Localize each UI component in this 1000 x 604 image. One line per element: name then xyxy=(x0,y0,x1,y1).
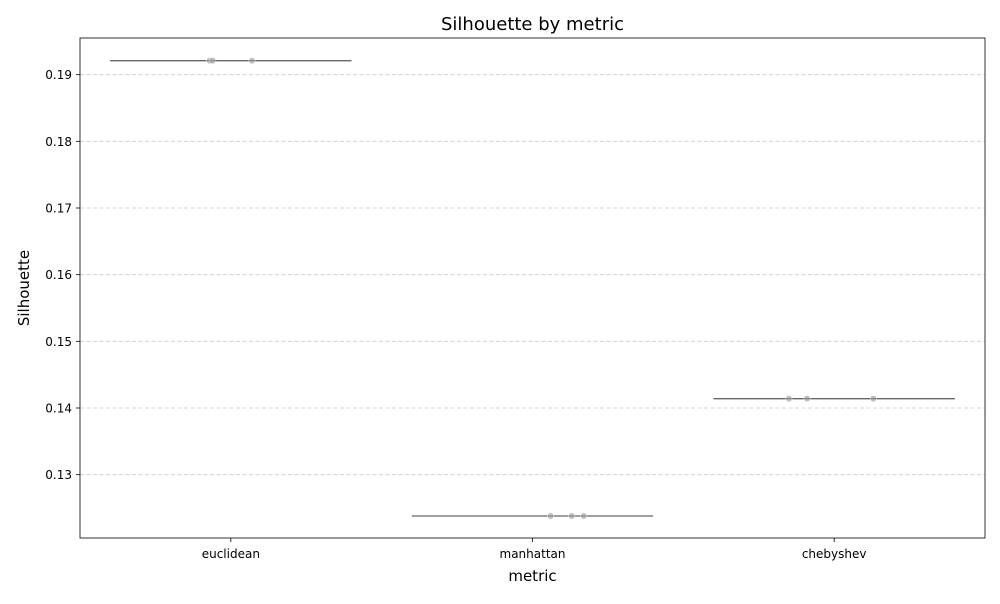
y-tick-label: 0.16 xyxy=(45,268,72,282)
strip-point xyxy=(803,395,811,403)
strip-point xyxy=(547,512,554,520)
strip-point xyxy=(568,512,576,520)
chart-title: Silhouette by metric xyxy=(441,14,624,35)
y-tick-label: 0.13 xyxy=(45,468,72,482)
y-tick-label: 0.19 xyxy=(45,68,72,82)
grid-lines xyxy=(80,74,985,476)
x-axis-ticks: euclidean manhattan chebyshev xyxy=(202,538,867,561)
x-tick-label: euclidean xyxy=(202,547,260,561)
strip-point xyxy=(785,395,793,403)
x-tick-label: chebyshev xyxy=(802,547,867,561)
y-axis-ticks: 0.13 0.14 0.15 0.16 0.17 0.18 0.19 xyxy=(45,68,80,482)
y-axis-label: Silhouette xyxy=(15,250,33,326)
strip-points xyxy=(206,57,877,520)
strip-point xyxy=(248,57,256,65)
y-tick-label: 0.14 xyxy=(45,402,72,416)
y-tick-label: 0.17 xyxy=(45,202,72,216)
box-medians xyxy=(110,60,955,517)
x-tick-label: manhattan xyxy=(500,547,566,561)
x-axis-label: metric xyxy=(508,567,556,585)
strip-point xyxy=(869,395,877,403)
y-tick-label: 0.15 xyxy=(45,335,72,349)
strip-point xyxy=(209,57,217,65)
strip-point xyxy=(580,512,588,520)
y-tick-label: 0.18 xyxy=(45,135,72,149)
